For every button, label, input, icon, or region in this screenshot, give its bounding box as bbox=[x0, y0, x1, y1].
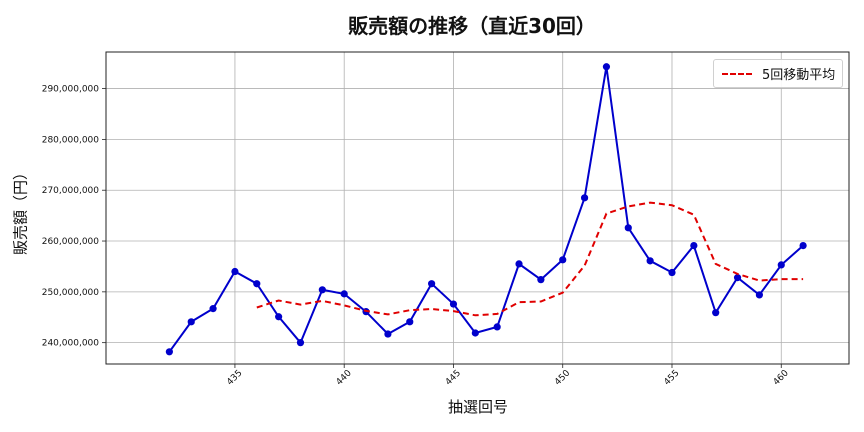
data-point-marker bbox=[580, 194, 589, 202]
data-point-marker bbox=[755, 291, 764, 299]
y-tick-label: 270,000,000 bbox=[42, 186, 100, 196]
grid-lines bbox=[106, 52, 849, 364]
x-tick-label: 455 bbox=[662, 368, 681, 387]
data-point-marker bbox=[253, 280, 261, 288]
data-point-marker bbox=[515, 260, 523, 268]
data-point-marker bbox=[493, 323, 501, 331]
x-tick-label: 460 bbox=[772, 368, 791, 387]
data-point-marker bbox=[275, 313, 283, 321]
x-tick-label: 440 bbox=[335, 368, 354, 387]
data-point-marker bbox=[406, 318, 414, 326]
x-tick-label: 450 bbox=[553, 368, 572, 387]
data-point-marker bbox=[712, 309, 720, 317]
data-point-marker bbox=[602, 63, 611, 71]
data-point-marker bbox=[646, 257, 654, 265]
legend-label-moving-average: 5回移動平均 bbox=[762, 68, 836, 83]
x-tick-label: 445 bbox=[444, 368, 463, 387]
series-layer bbox=[165, 63, 807, 356]
data-point-marker bbox=[777, 261, 785, 269]
data-point-marker bbox=[318, 286, 326, 294]
y-tick-label: 280,000,000 bbox=[42, 135, 100, 145]
data-point-marker bbox=[624, 224, 632, 232]
data-point-marker bbox=[799, 242, 807, 250]
data-point-marker bbox=[296, 339, 305, 347]
data-point-marker bbox=[165, 348, 173, 356]
x-axis-label: 抽選回号 bbox=[447, 398, 508, 416]
plot-frame bbox=[105, 51, 850, 365]
legend: 5回移動平均 bbox=[713, 59, 843, 88]
x-tick-label: 435 bbox=[225, 368, 244, 387]
data-point-marker bbox=[340, 290, 348, 298]
data-point-marker bbox=[668, 268, 676, 277]
y-tick-label: 260,000,000 bbox=[42, 237, 100, 247]
y-tick-label: 240,000,000 bbox=[42, 339, 100, 349]
moving-average-line bbox=[256, 201, 804, 317]
data-point-marker bbox=[187, 318, 195, 326]
data-point-marker bbox=[559, 256, 567, 264]
data-point-marker bbox=[733, 274, 742, 282]
axes: 435 440 445 450 455 460 240,000,000 250,000,000… bbox=[42, 51, 850, 388]
data-point-marker bbox=[471, 329, 479, 337]
sales-line bbox=[168, 66, 804, 353]
y-tick-label: 250,000,000 bbox=[42, 288, 100, 298]
data-point-marker bbox=[428, 280, 436, 288]
data-point-marker bbox=[449, 300, 458, 308]
data-point-marker bbox=[690, 242, 698, 250]
data-point-marker bbox=[209, 305, 217, 313]
chart-title: 販売額の推移（直近30回） bbox=[348, 14, 596, 38]
y-tick-label: 290,000,000 bbox=[42, 85, 100, 95]
data-point-marker bbox=[231, 267, 239, 276]
legend-dashed-line-swatch bbox=[722, 72, 752, 75]
data-point-marker bbox=[384, 330, 392, 338]
y-axis-label: 販売額（円） bbox=[11, 164, 30, 255]
data-point-marker bbox=[537, 276, 545, 284]
